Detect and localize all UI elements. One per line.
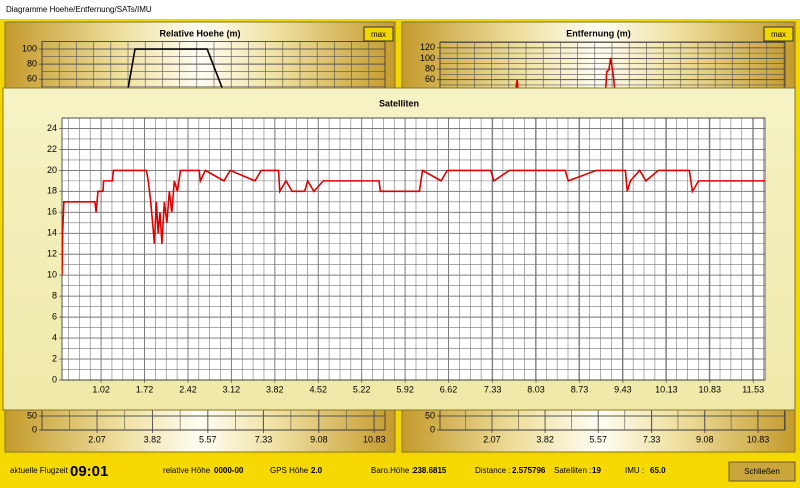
y-tick-label: 120 — [420, 42, 435, 52]
y-tick-label: 100 — [22, 43, 37, 53]
x-tick-label: 5.22 — [353, 384, 371, 394]
max-button-label[interactable]: max — [771, 30, 786, 39]
x-tick-label: 3.12 — [223, 384, 241, 394]
x-tick-label: 7.33 — [255, 434, 273, 444]
y-tick-label: 12 — [47, 249, 57, 259]
y-tick-label: 14 — [47, 228, 57, 238]
label: aktuelle Flugzeit : — [10, 466, 72, 475]
x-tick-label: 11.53 — [742, 384, 764, 394]
label: GPS Höhe : — [270, 466, 313, 475]
x-tick-label: 4.52 — [309, 384, 327, 394]
close-button[interactable] — [728, 461, 796, 482]
data-line — [440, 57, 785, 112]
chart-title: Entfernung (m) — [566, 28, 631, 38]
y-tick-label: 8 — [52, 291, 57, 301]
value: 238.6815 — [413, 466, 447, 475]
label: Distance : — [475, 466, 511, 475]
value: 0000-00 — [214, 466, 244, 475]
window-title: Diagramme Hoehe/Entfernung/SATs/IMU — [6, 5, 152, 14]
flight-time: 09:01 — [70, 463, 108, 480]
x-tick-label: 1.02 — [92, 384, 110, 394]
y-tick-label: 20 — [47, 165, 57, 175]
label: IMU : — [625, 466, 644, 475]
value: 2.575796 — [512, 466, 546, 475]
max-button-label[interactable]: max — [371, 30, 386, 39]
value: 19 — [592, 466, 601, 475]
x-tick-label: 6.62 — [440, 384, 458, 394]
y-tick-label: 0 — [32, 424, 37, 434]
x-tick-label: 10.83 — [699, 384, 722, 394]
x-tick-label: 10.83 — [747, 434, 770, 444]
y-tick-label: 60 — [425, 74, 435, 84]
y-tick-label: 50 — [425, 410, 435, 420]
data-line — [62, 169, 765, 276]
close-button-label[interactable]: Schließen — [744, 467, 780, 476]
x-tick-label: 1.72 — [136, 384, 154, 394]
x-tick-label: 3.82 — [144, 434, 162, 444]
y-tick-label: 0 — [52, 374, 57, 384]
x-tick-label: 8.03 — [527, 384, 545, 394]
y-tick-label: 24 — [47, 123, 57, 133]
label: relative Höhe — [163, 466, 211, 475]
y-tick-label: 4 — [52, 332, 57, 342]
x-tick-label: 2.07 — [483, 434, 501, 444]
y-tick-label: 6 — [52, 311, 57, 321]
x-tick-label: 7.33 — [484, 384, 502, 394]
y-tick-label: 80 — [27, 59, 37, 69]
y-tick-label: 50 — [27, 410, 37, 420]
x-tick-label: 3.82 — [536, 434, 554, 444]
y-tick-label: 18 — [47, 186, 57, 196]
x-tick-label: 9.43 — [614, 384, 632, 394]
y-tick-label: 2 — [52, 353, 57, 363]
x-tick-label: 8.73 — [571, 384, 589, 394]
y-tick-label: 0 — [430, 424, 435, 434]
x-tick-label: 10.83 — [363, 434, 386, 444]
y-tick-label: 100 — [420, 53, 435, 63]
x-tick-label: 5.92 — [396, 384, 414, 394]
max-button[interactable] — [763, 26, 794, 42]
x-tick-label: 5.57 — [199, 434, 217, 444]
x-tick-label: 9.08 — [696, 434, 714, 444]
y-tick-label: 10 — [47, 270, 57, 280]
status-background — [0, 455, 800, 488]
y-tick-label: 60 — [27, 74, 37, 84]
value: 65.0 — [650, 466, 666, 475]
x-tick-label: 5.57 — [589, 434, 607, 444]
y-tick-label: 80 — [425, 63, 435, 73]
x-tick-label: 9.08 — [310, 434, 328, 444]
title-bar — [0, 0, 800, 19]
status-bar: aktuelle Flugzeit : 09:01 relative Höhe … — [0, 455, 800, 488]
y-tick-label: 16 — [47, 207, 57, 217]
label: Satelliten : — [554, 466, 591, 475]
plot-area — [62, 118, 765, 380]
x-tick-label: 3.82 — [266, 384, 284, 394]
y-tick-label: 22 — [47, 144, 57, 154]
x-tick-label: 2.42 — [179, 384, 197, 394]
x-tick-label: 7.33 — [643, 434, 661, 444]
x-tick-label: 10.13 — [655, 384, 678, 394]
x-tick-label: 2.07 — [88, 434, 106, 444]
chart-title: Satelliten — [379, 98, 419, 108]
data-line — [120, 48, 238, 125]
label: Baro.Höhe : — [371, 466, 414, 475]
value: 2.0 — [311, 466, 323, 475]
chart-title: Relative Hoehe (m) — [159, 28, 240, 38]
max-button[interactable] — [363, 26, 394, 42]
